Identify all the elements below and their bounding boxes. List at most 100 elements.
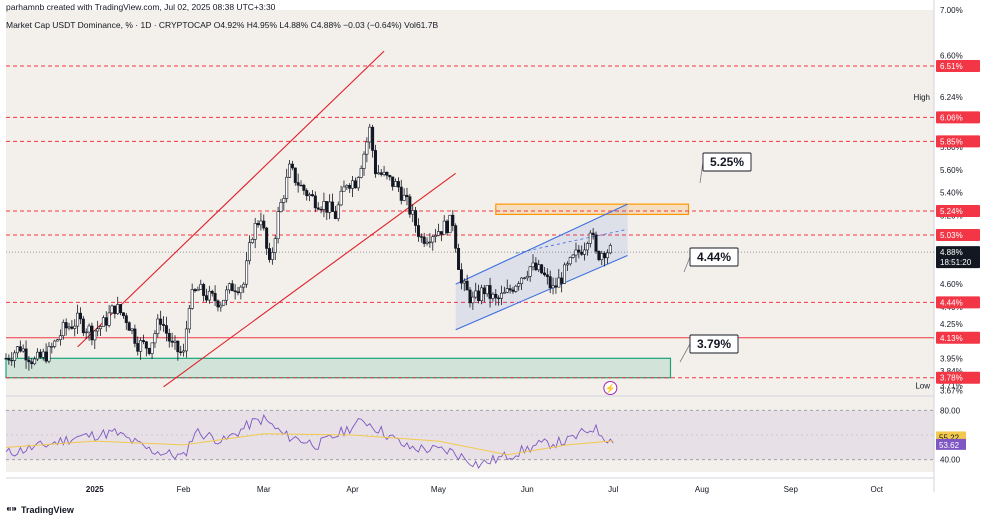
candle-down [385, 171, 389, 176]
candle-down [210, 290, 214, 294]
tradingview-logo-icon: ⁌⁍ [6, 503, 17, 516]
price-tick: 5.80% [940, 143, 963, 152]
candle-up [434, 235, 438, 238]
candle-up [442, 220, 446, 235]
candle-up [471, 296, 475, 304]
candle-up [270, 252, 274, 260]
candle-down [310, 194, 314, 197]
support-zone [5, 357, 672, 379]
candle-down [296, 182, 300, 186]
tradingview-brand: TradingView [21, 504, 74, 515]
candle-down [104, 317, 108, 326]
time-tick: Jul [608, 485, 618, 494]
candle-up [196, 289, 200, 292]
blue-channel-midline [515, 228, 628, 254]
candle-up [345, 185, 349, 188]
candle-up [93, 330, 97, 341]
candle-up [362, 153, 366, 169]
candle-down [488, 285, 492, 299]
candle-up [225, 289, 229, 301]
candle-up [47, 346, 51, 362]
price-tick: 6.24% [940, 93, 963, 102]
candle-up [96, 328, 100, 332]
price-tick: 5.40% [940, 189, 963, 198]
candle-up [583, 249, 587, 255]
candle-down [371, 126, 375, 151]
price-tag-bg [936, 246, 980, 259]
candle-down [457, 247, 461, 270]
candle-down [18, 346, 22, 352]
candle-down [216, 300, 220, 308]
candle-up [551, 285, 555, 289]
time-tick: Jun [521, 485, 534, 494]
candle-down [459, 269, 463, 284]
price-tag-bg [936, 371, 980, 384]
callout-525-pointer [699, 161, 704, 184]
candle-up [342, 186, 346, 192]
candle-down [545, 274, 549, 277]
rsi-ma-tag-bg [936, 431, 966, 443]
candle-up [199, 284, 203, 290]
candle-up [13, 352, 17, 361]
tradingview-footer: ⁌⁍ TradingView [6, 503, 74, 516]
price-tag-label: 6.51% [940, 62, 963, 71]
candle-up [462, 280, 466, 284]
callout-525-label: 5.25% [710, 155, 744, 169]
candle-up [356, 177, 360, 189]
callout-379-pointer [679, 343, 691, 363]
candle-down [445, 220, 449, 234]
time-tick: Sep [784, 485, 799, 494]
rsi-tick: 40.00 [940, 456, 961, 465]
candle-down [256, 223, 260, 226]
candle-down [159, 318, 163, 325]
candle-up [537, 264, 541, 271]
candle-up [568, 257, 572, 265]
candle-up [600, 253, 604, 260]
candle-up [150, 342, 154, 354]
candle-down [119, 304, 123, 314]
candle-up [308, 194, 312, 197]
candle-down [439, 231, 443, 235]
candle-up [41, 351, 45, 358]
candle-up [525, 275, 529, 279]
candle-down [124, 315, 128, 323]
candle-up [207, 290, 211, 301]
candle-up [219, 304, 223, 308]
candle-down [81, 318, 85, 334]
candle-up [156, 318, 160, 334]
candle-up [56, 339, 60, 342]
candle-down [30, 361, 34, 365]
candle-down [44, 351, 48, 362]
candle-up [605, 252, 609, 259]
price-tick: 3.71% [940, 382, 963, 391]
candle-down [10, 359, 14, 362]
price-tag-bg [936, 228, 980, 241]
candle-up [382, 171, 386, 175]
candle-down [548, 276, 552, 289]
candle-down [451, 214, 455, 226]
price-tag-label: 4.44% [940, 298, 963, 307]
candle-down [162, 324, 166, 326]
candle-down [391, 176, 395, 187]
candle-up [259, 220, 263, 226]
price-tag-bg [936, 111, 980, 124]
rsi-ma-tag: 55.22 [939, 433, 960, 442]
candle-down [302, 184, 306, 191]
price-tick: 3.95% [940, 354, 963, 363]
candle-up [565, 263, 569, 266]
lightning-icon: ⚡ [605, 383, 616, 395]
low-label: Low [915, 382, 930, 391]
callout-379-box [689, 334, 739, 354]
candle-down [144, 341, 148, 349]
callout-379-label: 3.79% [697, 337, 731, 351]
candle-up [376, 172, 380, 175]
candle-up [276, 211, 280, 240]
candle-down [233, 290, 237, 293]
time-tick: Feb [177, 485, 191, 494]
candle-down [305, 190, 309, 197]
candle-up [322, 201, 326, 210]
candle-up [428, 241, 432, 244]
price-tick: 7.00% [940, 6, 963, 15]
candle-down [230, 283, 234, 292]
